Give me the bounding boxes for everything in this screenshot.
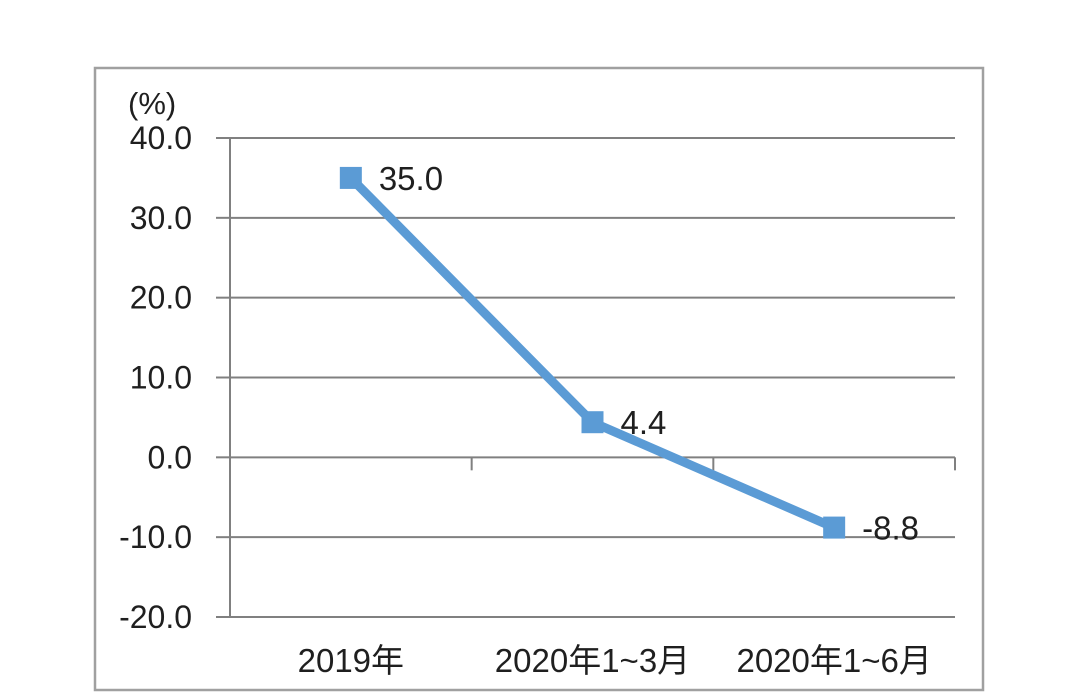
y-axis-tick-label: -10.0 (119, 519, 192, 555)
series-line (347, 174, 836, 532)
data-point-marker (339, 166, 362, 189)
data-point-marker (581, 411, 604, 434)
x-axis-category-label: 2019年 (298, 642, 404, 679)
y-axis-tick-label: 30.0 (130, 200, 192, 236)
data-point-marker (823, 516, 846, 539)
y-axis-tick-label: 10.0 (130, 360, 192, 396)
chart-border-frame (93, 66, 985, 692)
y-axis-tick-label: -20.0 (119, 599, 192, 635)
y-axis-tick-label: 0.0 (148, 439, 192, 475)
data-point-label: 4.4 (621, 404, 667, 441)
y-axis-unit-label: (%) (128, 86, 177, 121)
y-axis-tick-label: 40.0 (130, 120, 192, 156)
data-point-label: 35.0 (379, 160, 443, 197)
data-point-label: -8.8 (862, 510, 919, 547)
x-axis-category-label: 2020年1~3月 (495, 642, 690, 679)
x-axis-category-label: 2020年1~6月 (736, 642, 931, 679)
y-axis-tick-label: 20.0 (130, 280, 192, 316)
